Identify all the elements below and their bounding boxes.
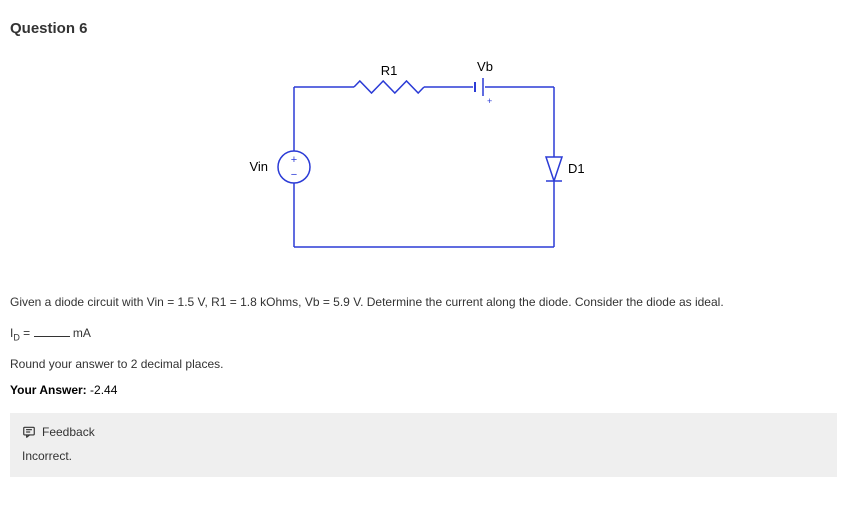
battery-plus: + [487,96,492,106]
label-vb: Vb [477,59,493,74]
circuit-figure-wrap: + + − Vin R1 Vb D1 [10,57,837,282]
answer-blank[interactable] [34,327,70,338]
feedback-icon [22,425,36,439]
your-answer-label: Your Answer: [10,383,87,397]
label-d1: D1 [568,161,585,176]
source-plus: + [290,154,296,166]
label-vin: Vin [249,159,268,174]
rounding-hint: Round your answer to 2 decimal places. [10,357,837,371]
question-block: Question 6 + + − Vin R1 Vb D1 Given a diode ci… [0,0,847,477]
your-answer-value: -2.44 [87,383,118,397]
feedback-box: Feedback Incorrect. [10,413,837,477]
source-minus: − [290,169,296,181]
your-answer: Your Answer: -2.44 [10,383,837,397]
feedback-status: Incorrect. [22,449,825,463]
answer-line: ID = mA [10,326,837,342]
resistor-r1 [354,81,424,93]
answer-unit: mA [70,326,91,340]
feedback-heading-row: Feedback [22,425,825,439]
answer-equals: = [20,326,34,340]
diode-triangle [546,157,562,181]
question-title: Question 6 [10,20,837,37]
question-prompt: Given a diode circuit with Vin = 1.5 V, … [10,292,837,312]
label-r1: R1 [380,63,397,78]
circuit-diagram: + + − Vin R1 Vb D1 [224,57,624,282]
feedback-heading: Feedback [42,425,95,439]
